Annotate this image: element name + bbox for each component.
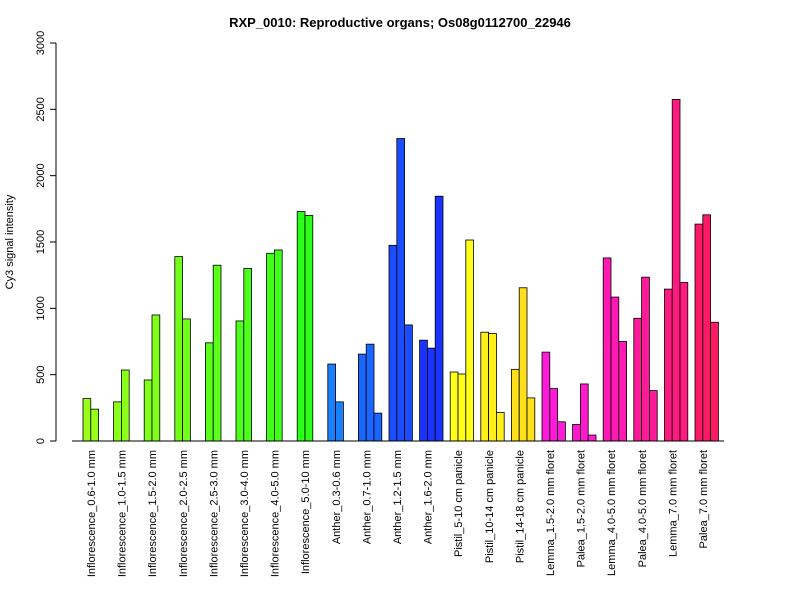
x-tick-label: Anther_0.3-0.6 mm xyxy=(331,450,343,544)
bar xyxy=(426,347,436,442)
bar xyxy=(572,424,581,442)
y-tick-label: 2500 xyxy=(35,97,47,121)
bar xyxy=(710,321,719,442)
x-tick-label: Palea_7.0 mm floret xyxy=(698,450,710,548)
x-tick-label: Lemma_4.0-5.0 mm floret xyxy=(606,450,618,576)
bar xyxy=(602,257,612,442)
bar xyxy=(273,249,283,442)
x-tick-label: Anther_0.7-1.0 mm xyxy=(361,450,373,544)
bar xyxy=(457,373,467,442)
bar xyxy=(610,296,620,442)
bar xyxy=(373,412,383,442)
y-tick-label: 3000 xyxy=(35,31,47,55)
y-axis: 0 500 1000 1500 2000 2500 3000 xyxy=(35,31,57,444)
bar xyxy=(388,244,398,442)
bar xyxy=(404,324,413,442)
x-tick-label: Lemma_1.5-2.0 mm floret xyxy=(545,450,557,576)
bar xyxy=(702,214,711,442)
bar xyxy=(587,434,597,442)
x-tick-label: Palea_1.5-2.0 mm floret xyxy=(576,450,588,567)
bar xyxy=(266,252,275,442)
y-tick-label: 2000 xyxy=(35,163,47,187)
bar xyxy=(212,264,222,442)
bar xyxy=(113,401,122,442)
bar xyxy=(174,256,184,442)
bar xyxy=(296,211,306,442)
bar xyxy=(495,412,505,442)
y-tick-label: 500 xyxy=(35,365,47,383)
bar xyxy=(90,408,100,442)
bar xyxy=(549,388,558,442)
bar xyxy=(327,363,336,442)
bar xyxy=(434,195,444,442)
bar xyxy=(541,351,551,442)
bar xyxy=(243,268,253,442)
x-tick-label: Lemma_7.0 mm floret xyxy=(667,450,679,557)
y-axis-label: Cy3 signal intensity xyxy=(4,194,16,289)
bar xyxy=(235,320,245,442)
bar xyxy=(641,276,650,442)
bar xyxy=(357,353,367,442)
y-tick-label: 1000 xyxy=(35,296,47,320)
bar xyxy=(204,342,214,442)
bar xyxy=(664,288,673,442)
bar xyxy=(335,401,344,442)
bar xyxy=(649,390,658,442)
x-tick-label: Inflorescence_2.0-2.5 mm xyxy=(178,450,190,577)
bar xyxy=(679,282,689,442)
x-tick-label: Pistil_5-10 cm panicle xyxy=(453,450,465,557)
bar xyxy=(121,369,130,442)
y-tick-label: 0 xyxy=(35,438,47,444)
bar xyxy=(526,397,536,442)
x-tick-label: Inflorescence_4.0-5.0 mm xyxy=(270,450,282,577)
bar xyxy=(694,223,704,442)
bar xyxy=(182,318,191,442)
x-tick-label: Inflorescence_5.0-10 mm xyxy=(300,450,312,574)
chart-title: RXP_0010: Reproductive organs; Os08g0112… xyxy=(229,15,571,30)
bar xyxy=(419,339,428,442)
x-tick-label: Inflorescence_3.0-4.0 mm xyxy=(239,450,251,577)
bar xyxy=(304,215,314,442)
x-tick-label: Palea_4.0-5.0 mm floret xyxy=(637,450,649,567)
x-tick-label: Anther_1.6-2.0 mm xyxy=(423,450,435,544)
x-tick-label: Inflorescence_2.5-3.0 mm xyxy=(208,450,220,577)
bars xyxy=(82,98,719,442)
bar xyxy=(143,379,153,442)
x-axis-labels: Inflorescence_0.6-1.0 mm Inflorescence_1.… xyxy=(86,450,710,577)
y-tick-label: 1500 xyxy=(35,230,47,254)
x-tick-label: Anther_1.2-1.5 mm xyxy=(392,450,404,544)
bar xyxy=(580,383,589,442)
bar xyxy=(480,331,489,442)
bar xyxy=(671,98,681,442)
bar xyxy=(82,398,92,442)
x-tick-label: Inflorescence_0.6-1.0 mm xyxy=(86,450,98,577)
bar xyxy=(488,333,497,442)
x-tick-label: Pistil_10-14 cm panicle xyxy=(484,450,496,563)
bar xyxy=(557,421,566,442)
x-tick-label: Pistil_14-18 cm panicle xyxy=(514,450,526,563)
x-tick-label: Inflorescence_1.0-1.5 mm xyxy=(117,450,129,577)
bar xyxy=(518,287,528,442)
bar xyxy=(465,239,474,442)
bar xyxy=(618,341,627,442)
bar xyxy=(510,368,520,442)
bar xyxy=(151,314,161,442)
x-tick-label: Inflorescence_1.5-2.0 mm xyxy=(147,450,159,577)
bar xyxy=(365,343,375,442)
bar xyxy=(633,317,642,442)
bar xyxy=(449,371,459,442)
bar xyxy=(396,138,405,442)
